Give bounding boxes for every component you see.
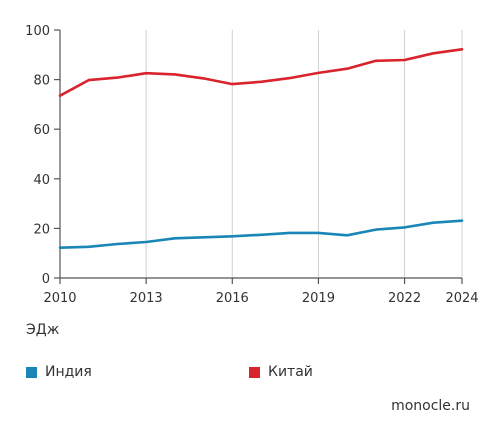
x-tick-label-2010: 2010 bbox=[43, 291, 76, 306]
x-tick-label-2013: 2013 bbox=[130, 291, 163, 306]
x-tick-label-2022: 2022 bbox=[388, 291, 421, 306]
grid-lines bbox=[145, 30, 463, 278]
y-tick-label-20: 20 bbox=[33, 222, 50, 237]
y-tick-label-60: 60 bbox=[33, 123, 50, 138]
legend-item-india: Индия bbox=[26, 364, 92, 380]
legend-label-china: Китай bbox=[268, 364, 313, 380]
y-tick-label-80: 80 bbox=[33, 74, 50, 89]
line-chart: 0 20 40 60 80 100 2010 2013 2016 2019 2022 2024 bbox=[25, 24, 479, 306]
legend-swatch-india bbox=[26, 366, 37, 378]
source-label: monocle.ru bbox=[391, 398, 470, 414]
x-tick-label-2024: 2024 bbox=[445, 291, 478, 306]
y-axis-ticks: 0 20 40 60 80 100 bbox=[25, 24, 60, 287]
x-axis-ticks: 2010 2013 2016 2019 2022 2024 bbox=[43, 278, 479, 306]
series-line-india bbox=[58, 219, 464, 249]
y-tick-label-100: 100 bbox=[25, 24, 50, 39]
legend-label-india: Индия bbox=[45, 364, 92, 380]
legend-item-china: Китай bbox=[249, 364, 313, 380]
axes bbox=[59, 30, 462, 279]
y-unit-label: ЭДж bbox=[26, 322, 60, 338]
y-tick-label-0: 0 bbox=[42, 272, 50, 287]
x-tick-label-2016: 2016 bbox=[216, 291, 249, 306]
legend-swatch-china bbox=[249, 366, 260, 378]
series-lines bbox=[58, 47, 464, 249]
series-line-china bbox=[58, 47, 464, 97]
y-tick-label-40: 40 bbox=[33, 173, 50, 188]
x-tick-label-2019: 2019 bbox=[302, 291, 335, 306]
